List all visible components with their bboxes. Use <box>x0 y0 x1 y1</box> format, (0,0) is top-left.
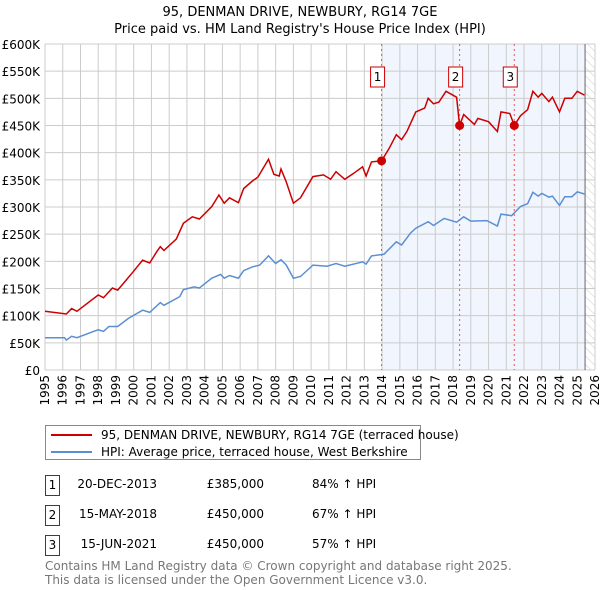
sale-row: 1 20-DEC-2013 £385,000 84% ↑ HPI <box>45 475 445 496</box>
sale-point <box>455 121 465 130</box>
x-tick-label: 2008 <box>269 375 283 406</box>
x-tick-label: 1995 <box>38 375 52 406</box>
footer-licence: This data is licensed under the Open Gov… <box>45 573 428 587</box>
sale-hpi: 57% ↑ HPI <box>312 537 377 551</box>
y-tick-label: £600K <box>2 38 42 52</box>
series-line <box>45 190 585 342</box>
sale-hpi: 84% ↑ HPI <box>312 477 377 491</box>
legend-swatch-red <box>51 434 92 436</box>
x-tick-label: 2018 <box>446 375 460 406</box>
x-tick-label: 1999 <box>109 375 123 406</box>
x-tick-label: 2000 <box>127 375 141 406</box>
x-tick-label: 2016 <box>411 375 425 406</box>
x-tick-label: 2003 <box>180 375 194 406</box>
x-tick-label: 2013 <box>357 375 371 406</box>
x-tick-label: 2026 <box>588 375 600 406</box>
x-tick-label: 2006 <box>233 375 247 406</box>
x-tick-label: 2023 <box>535 375 549 406</box>
sale-row: 3 15-JUN-2021 £450,000 57% ↑ HPI <box>45 535 445 556</box>
price-chart: 95, DENMAN DRIVE, NEWBURY, RG14 7GE Pric… <box>2 5 600 406</box>
y-tick-label: £400K <box>2 147 42 161</box>
sale-label: 1 <box>374 70 382 84</box>
legend-swatch-blue <box>51 451 92 453</box>
x-tick-label: 2007 <box>251 375 265 406</box>
x-tick-label: 1998 <box>91 375 105 406</box>
x-tick-label: 2017 <box>428 375 442 406</box>
y-tick-label: £500K <box>2 92 42 106</box>
x-tick-label: 2020 <box>482 375 496 406</box>
sale-marker: 3 <box>45 535 60 556</box>
x-tick-label: 2009 <box>286 375 300 406</box>
x-tick-label: 2002 <box>162 375 176 406</box>
y-tick-label: £550K <box>2 65 42 79</box>
sale-point <box>377 156 387 166</box>
y-tick-label: £450K <box>2 120 42 134</box>
x-tick-label: 2024 <box>553 375 567 406</box>
y-tick-label: £50K <box>9 337 41 351</box>
x-tick-label: 2022 <box>517 375 531 406</box>
legend-label: 95, DENMAN DRIVE, NEWBURY, RG14 7GE (ter… <box>101 428 459 442</box>
sale-date: 20-DEC-2013 <box>77 477 157 491</box>
y-tick-label: £250K <box>2 228 42 242</box>
sale-price: £450,000 <box>206 537 264 551</box>
y-tick-label: £200K <box>2 255 42 269</box>
sale-hpi: 67% ↑ HPI <box>312 507 377 521</box>
x-tick-label: 2010 <box>304 375 318 406</box>
y-tick-label: £0 <box>25 364 40 378</box>
sale-price: £385,000 <box>206 477 264 491</box>
sale-marker: 2 <box>45 505 60 526</box>
legend: 95, DENMAN DRIVE, NEWBURY, RG14 7GE (ter… <box>45 425 459 460</box>
chart-subtitle: Price paid vs. HM Land Registry's House … <box>114 22 486 37</box>
y-tick-label: £150K <box>2 283 42 297</box>
x-tick-label: 1997 <box>73 375 87 406</box>
sale-label: 3 <box>506 70 514 84</box>
x-tick-label: 2025 <box>570 375 584 406</box>
sale-date: 15-MAY-2018 <box>78 507 157 521</box>
sale-label-box <box>370 66 386 88</box>
sale-date: 15-JUN-2021 <box>80 537 157 551</box>
x-tick-label: 2021 <box>499 375 513 406</box>
x-tick-label: 2004 <box>198 375 212 406</box>
x-tick-label: 2019 <box>464 375 478 406</box>
footer-copyright: Contains HM Land Registry data © Crown c… <box>45 559 512 573</box>
sale-marker: 1 <box>45 475 60 496</box>
x-tick-label: 2015 <box>393 375 407 406</box>
sale-label: 2 <box>452 70 460 84</box>
sale-row: 2 15-MAY-2018 £450,000 67% ↑ HPI <box>45 505 445 526</box>
x-tick-label: 2011 <box>322 375 336 406</box>
x-tick-label: 2014 <box>375 375 389 406</box>
x-tick-label: 1996 <box>56 375 70 406</box>
y-tick-label: £300K <box>2 201 42 215</box>
sale-label-box <box>448 66 464 88</box>
x-tick-label: 2001 <box>144 375 158 406</box>
sale-point <box>509 121 519 130</box>
legend-label: HPI: Average price, terraced house, West… <box>101 445 408 459</box>
legend-item-property: 95, DENMAN DRIVE, NEWBURY, RG14 7GE (ter… <box>46 427 459 443</box>
sale-label-box <box>502 66 518 88</box>
legend-item-hpi: HPI: Average price, terraced house, West… <box>46 444 408 460</box>
x-tick-label: 2012 <box>340 375 354 406</box>
x-tick-label: 2005 <box>215 375 229 406</box>
y-tick-label: £100K <box>2 310 42 324</box>
chart-title: 95, DENMAN DRIVE, NEWBURY, RG14 7GE <box>163 5 438 20</box>
y-tick-label: £350K <box>2 174 42 188</box>
sale-price: £450,000 <box>206 507 264 521</box>
